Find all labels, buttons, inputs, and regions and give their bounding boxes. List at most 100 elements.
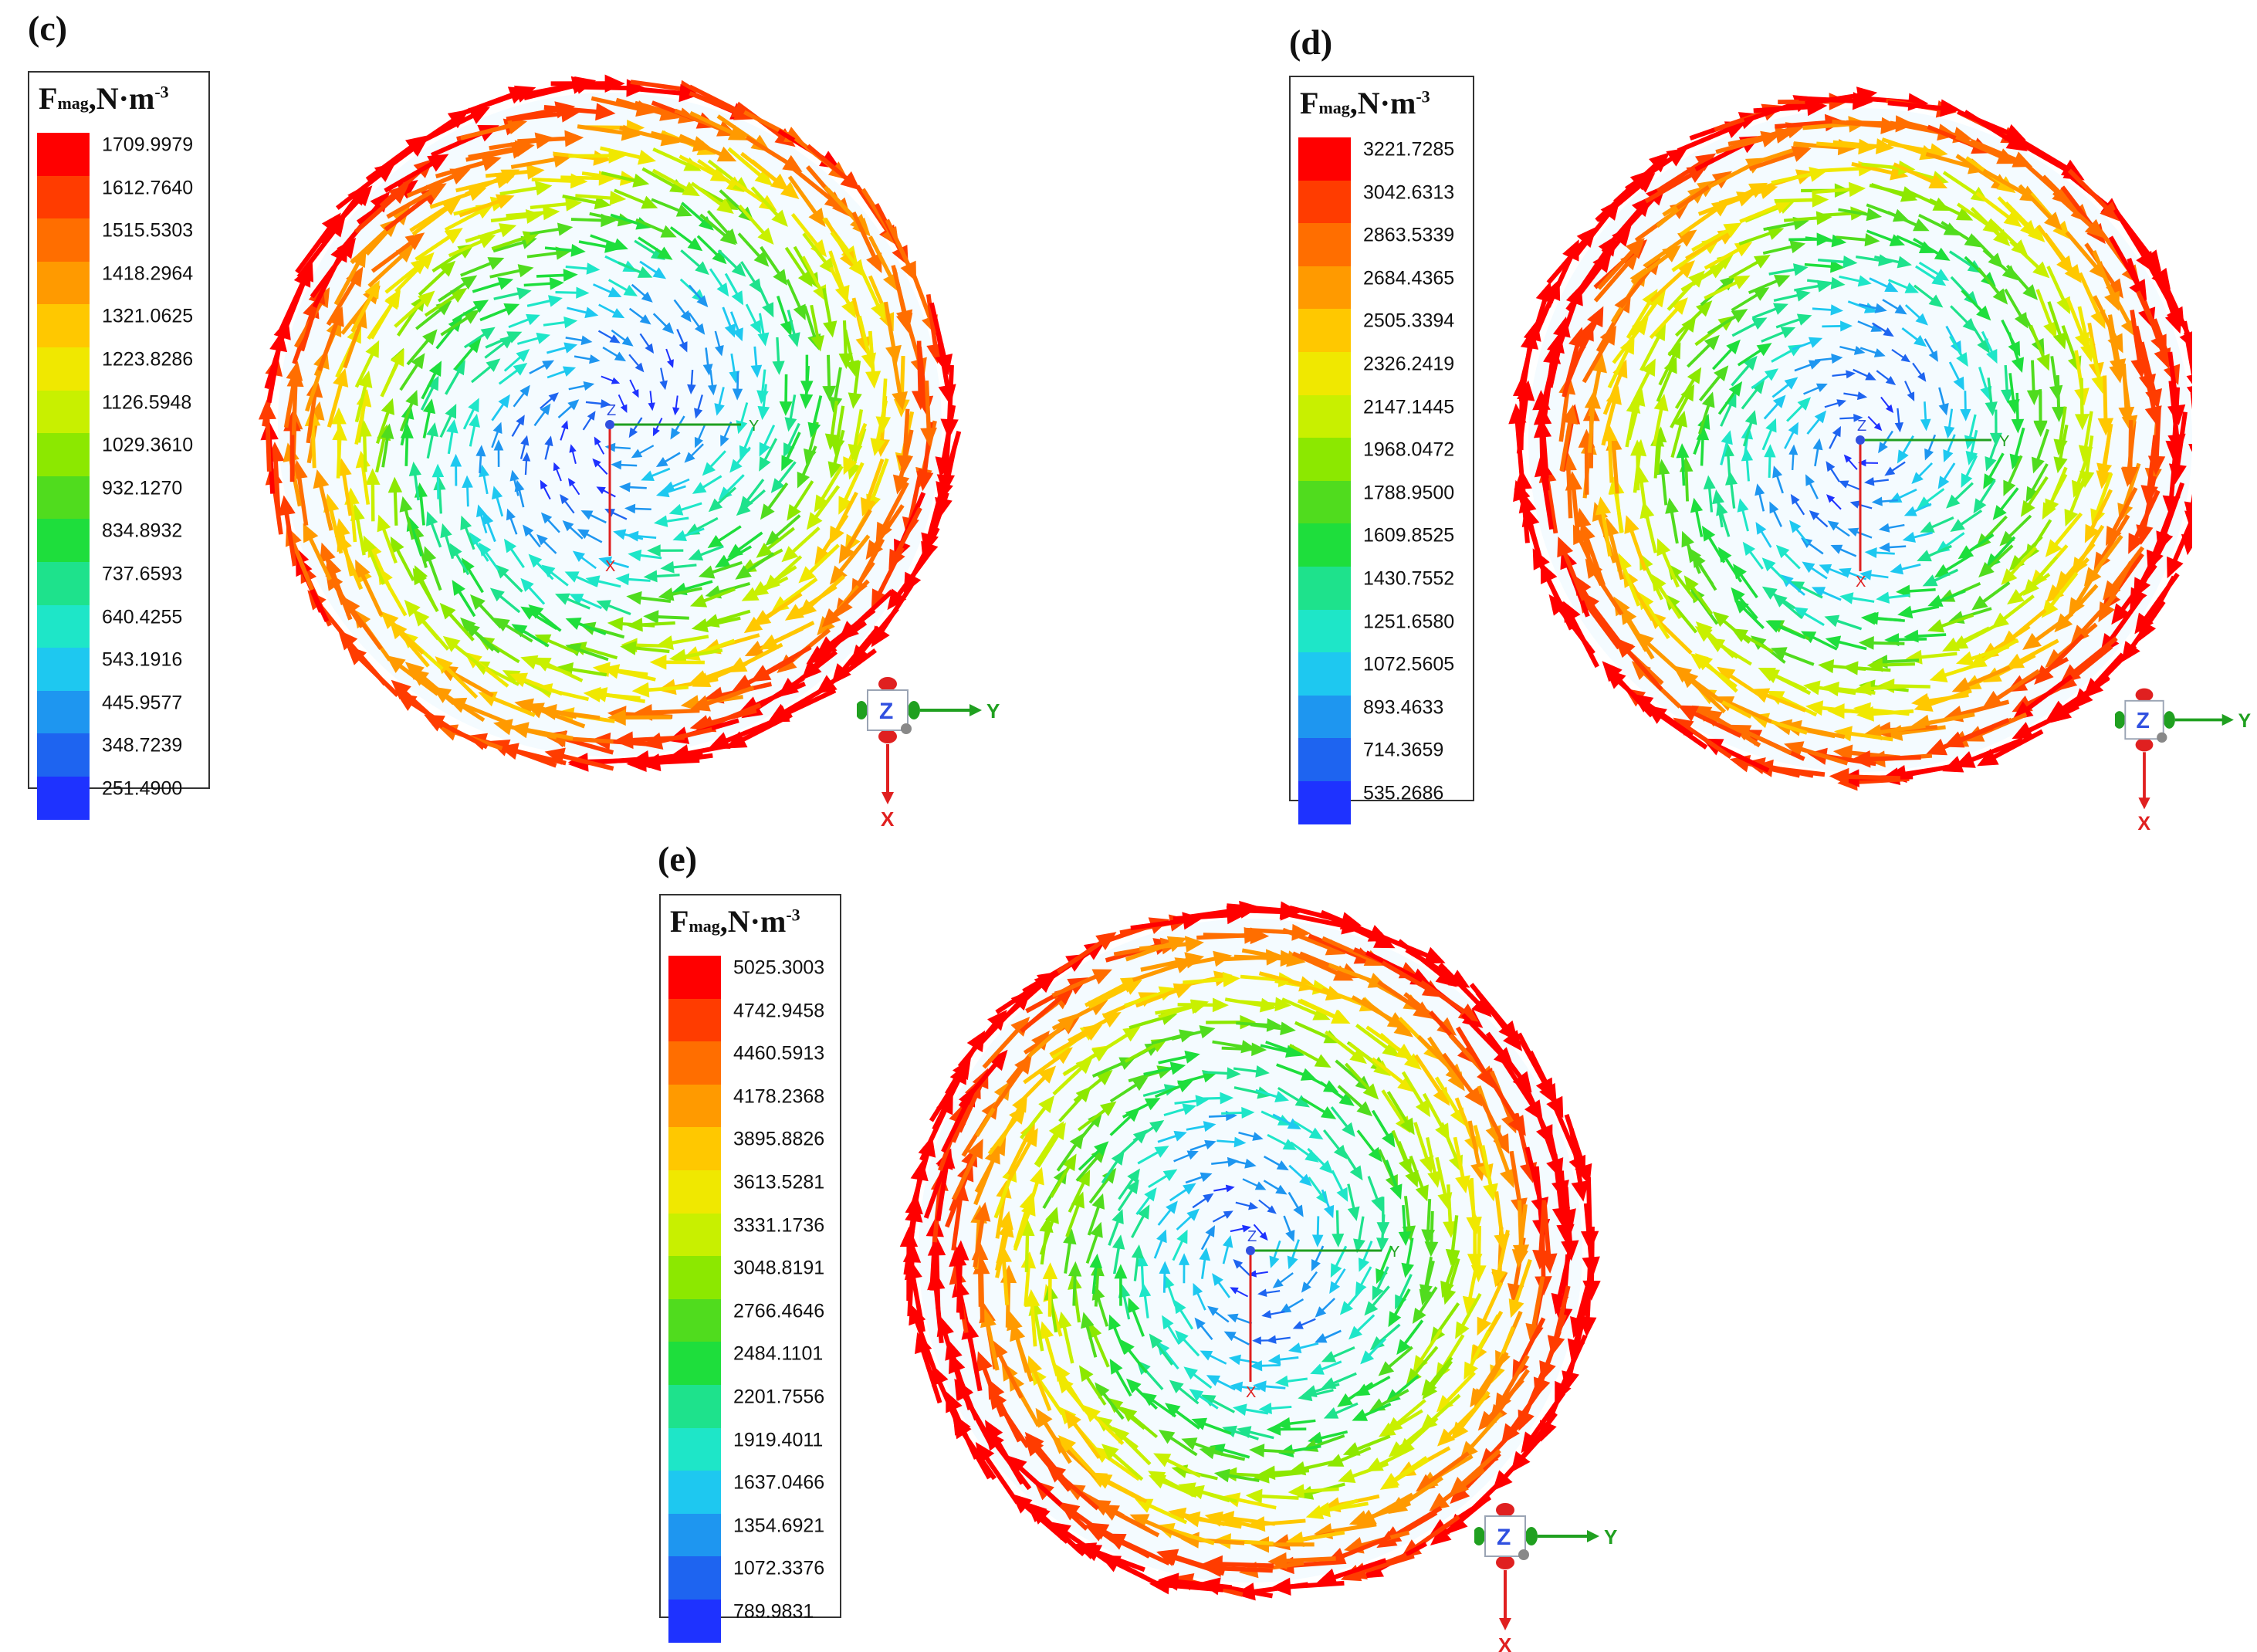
triad-corner — [901, 723, 912, 734]
legend-value: 1029.3610 — [102, 435, 193, 457]
triad-z-label: Z — [879, 699, 893, 724]
legend-value: 932.1270 — [102, 477, 182, 499]
legend-value: 2863.5339 — [1363, 225, 1454, 247]
legend-swatch — [37, 176, 90, 219]
legend-swatch — [1298, 352, 1351, 395]
legend-swatch — [668, 1385, 721, 1428]
center-axis-label-x: X — [605, 558, 615, 575]
legend-value: 1321.0625 — [102, 306, 193, 328]
legend-value: 1418.2964 — [102, 262, 193, 285]
legend-swatch — [1298, 137, 1351, 181]
legend-swatch — [668, 1471, 721, 1514]
legend-swatch — [1298, 438, 1351, 481]
legend-swatch — [37, 733, 90, 777]
legend-swatch — [37, 648, 90, 691]
center-origin — [1246, 1246, 1255, 1255]
legend-value: 1072.5605 — [1363, 654, 1454, 676]
triad-x-arrowhead — [2138, 797, 2150, 809]
legend-swatch — [1298, 781, 1351, 824]
triad-cap-right — [2164, 711, 2175, 729]
legend-swatch — [37, 777, 90, 820]
legend-value: 1788.9500 — [1363, 482, 1454, 504]
legend-value: 1919.4011 — [733, 1429, 823, 1451]
triad-y-label: Y — [986, 699, 1000, 723]
legend-swatch — [37, 218, 90, 262]
legend-swatch — [37, 691, 90, 734]
force-vector-field: X Y Z — [1497, 54, 2192, 818]
legend-swatch — [37, 391, 90, 434]
legend-value: 535.2686 — [1363, 783, 1443, 805]
legend-swatch — [37, 605, 90, 648]
center-axis-label-z: Z — [1247, 1228, 1257, 1245]
triad-cap-top — [878, 677, 897, 691]
legend-swatch — [37, 562, 90, 605]
legend-value: 2684.4365 — [1363, 267, 1454, 289]
legend-swatch — [1298, 696, 1351, 739]
legend-value: 1709.9979 — [102, 134, 193, 157]
legend-swatch — [1298, 266, 1351, 310]
panel-label: (d) — [1289, 22, 1332, 63]
legend-swatch — [668, 1299, 721, 1342]
legend-swatch — [37, 347, 90, 391]
legend-swatch — [37, 476, 90, 520]
legend-swatch — [668, 1514, 721, 1557]
triad-y-label: Y — [1604, 1525, 1617, 1549]
triad-x-arrowhead — [1499, 1618, 1511, 1630]
legend-value: 251.4900 — [102, 778, 182, 801]
legend-swatch — [37, 133, 90, 176]
triad-cap-right — [908, 701, 920, 719]
legend-swatch — [1298, 523, 1351, 567]
legend-swatch — [1298, 309, 1351, 352]
legend-value: 789.9831 — [733, 1601, 814, 1623]
legend-value: 3042.6313 — [1363, 181, 1454, 204]
legend-swatch — [668, 1127, 721, 1170]
legend-value: 445.9577 — [102, 692, 182, 714]
legend-swatch — [668, 1428, 721, 1471]
triad-cap-left — [857, 701, 868, 719]
triad-cap-bottom — [1496, 1556, 1514, 1569]
legend-value: 834.8932 — [102, 520, 182, 543]
panel-label: (e) — [658, 838, 697, 879]
legend-value: 1126.5948 — [102, 391, 191, 414]
legend-swatch — [1298, 181, 1351, 224]
center-axis-label-y: Y — [1389, 1244, 1399, 1261]
legend-value: 348.7239 — [102, 735, 182, 757]
center-axis-label-z: Z — [607, 402, 616, 419]
legend-value: 1223.8286 — [102, 349, 193, 371]
legend-swatch — [668, 1085, 721, 1128]
legend-swatch — [1298, 738, 1351, 781]
legend-value: 1515.5303 — [102, 220, 193, 242]
legend-value: 2201.7556 — [733, 1386, 824, 1409]
triad-corner — [2157, 733, 2167, 743]
center-axis-label-y: Y — [1999, 433, 2009, 450]
center-axis-label-x: X — [1856, 574, 1866, 591]
legend-value: 1354.6921 — [733, 1515, 824, 1537]
center-origin — [605, 420, 614, 429]
legend-swatch — [668, 1256, 721, 1299]
legend-value: 893.4633 — [1363, 696, 1443, 719]
triad-cap-bottom — [878, 730, 897, 743]
center-axis-label-y: Y — [749, 418, 759, 435]
triad-y-arrowhead — [2222, 714, 2234, 726]
legend-swatch — [668, 999, 721, 1042]
legend-title: Fmag,N·m-3 — [39, 80, 169, 117]
legend-value: 3048.8191 — [733, 1258, 824, 1280]
triad-cap-right — [1525, 1527, 1538, 1545]
legend-swatch — [668, 1214, 721, 1257]
legend-swatch — [668, 1556, 721, 1600]
legend-swatch — [1298, 223, 1351, 266]
legend-swatch — [37, 433, 90, 476]
legend-value: 3613.5281 — [733, 1172, 824, 1194]
legend-value: 2505.3394 — [1363, 310, 1454, 333]
triad-y-arrowhead — [969, 704, 982, 716]
legend-value: 5025.3003 — [733, 957, 824, 980]
center-axis-label-z: Z — [1857, 418, 1866, 435]
legend-value: 1968.0472 — [1363, 439, 1454, 462]
